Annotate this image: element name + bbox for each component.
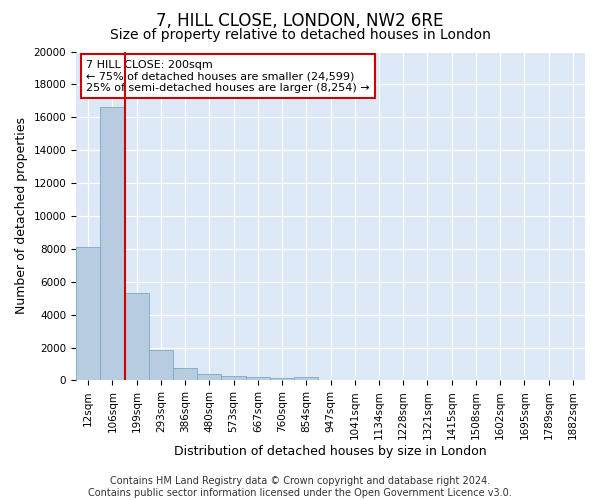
Bar (100, 108, 125, 380)
X-axis label: Distribution of detached houses by size in London: Distribution of detached houses by size … (174, 444, 487, 458)
Text: 7, HILL CLOSE, LONDON, NW2 6RE: 7, HILL CLOSE, LONDON, NW2 6RE (157, 12, 443, 30)
Bar (197, 374, 221, 380)
Text: Contains HM Land Registry data © Crown copyright and database right 2024.
Contai: Contains HM Land Registry data © Crown c… (88, 476, 512, 498)
Bar (173, 368, 197, 380)
Text: 7 HILL CLOSE: 200sqm
← 75% of detached houses are smaller (24,599)
25% of semi-d: 7 HILL CLOSE: 200sqm ← 75% of detached h… (86, 60, 370, 93)
Bar (270, 378, 294, 380)
Bar (76, 247, 100, 380)
Bar (149, 350, 173, 380)
Bar (245, 377, 270, 380)
Bar (221, 376, 245, 380)
Bar (125, 294, 149, 380)
Y-axis label: Number of detached properties: Number of detached properties (15, 118, 28, 314)
Bar (294, 377, 319, 380)
Text: Size of property relative to detached houses in London: Size of property relative to detached ho… (110, 28, 490, 42)
